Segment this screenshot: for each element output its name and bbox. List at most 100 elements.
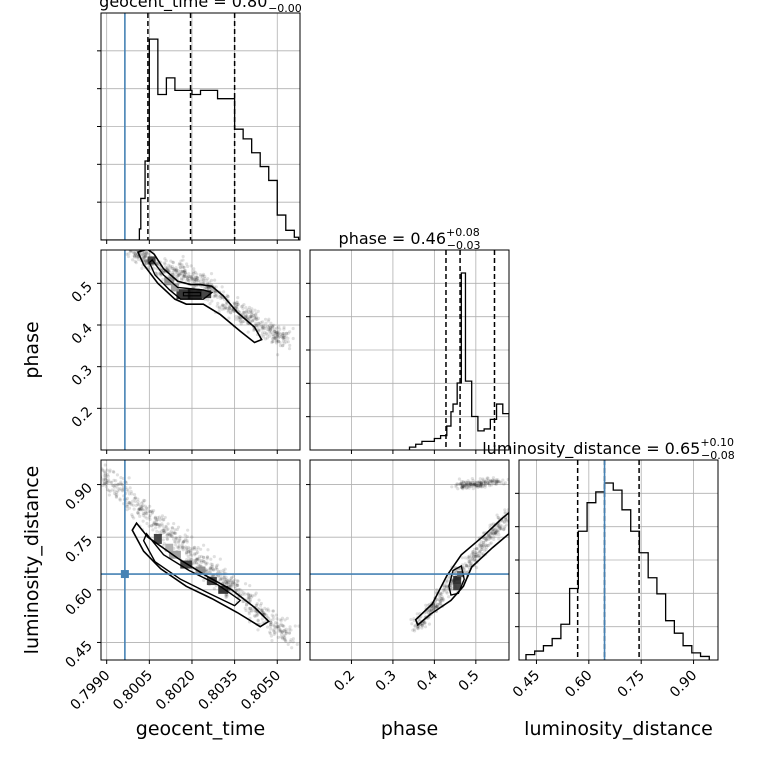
sample-point: [141, 503, 145, 507]
sample-point: [224, 594, 228, 598]
sample-point: [465, 481, 469, 485]
sample-point: [486, 543, 490, 548]
sample-point: [484, 543, 488, 547]
sample-point: [473, 482, 477, 487]
sample-point: [133, 245, 136, 248]
sample-point: [116, 486, 120, 490]
sample-point: [470, 556, 475, 560]
sample-point: [213, 293, 217, 297]
sample-point: [467, 556, 471, 560]
sample-point: [277, 335, 281, 339]
sample-point: [281, 336, 285, 340]
sample-point: [250, 315, 254, 319]
sample-point: [234, 317, 238, 321]
sample-point: [460, 486, 465, 490]
sample-point: [163, 265, 168, 269]
x-tick-label: 0.8035: [195, 668, 241, 714]
sample-point: [438, 591, 442, 596]
sample-point: [238, 315, 242, 320]
sample-point: [248, 594, 252, 598]
sample-point: [271, 615, 275, 619]
sample-point: [480, 543, 484, 547]
sample-point: [242, 310, 246, 314]
sample-point: [134, 503, 138, 508]
sample-point: [238, 319, 243, 323]
sample-point: [445, 590, 449, 594]
sample-point: [267, 328, 271, 332]
sample-point: [177, 545, 181, 549]
sample-point: [102, 469, 106, 473]
sample-point: [224, 302, 228, 307]
sample-point: [479, 481, 484, 485]
sample-point: [291, 336, 295, 341]
sample-point: [141, 256, 146, 260]
sample-point: [112, 491, 117, 496]
sample-point: [180, 545, 184, 549]
sample-point: [181, 270, 185, 275]
sample-point: [182, 274, 186, 279]
sample-point: [487, 482, 491, 486]
sample-point: [260, 608, 264, 612]
sample-point: [141, 252, 145, 256]
sample-point: [440, 599, 445, 603]
sample-point: [475, 546, 479, 551]
sample-point: [272, 624, 276, 628]
sample-point: [135, 243, 138, 246]
sample-point: [489, 531, 493, 536]
sample-point: [242, 310, 246, 315]
sample-point: [502, 482, 506, 486]
panel-frame: [309, 459, 510, 661]
sample-point: [98, 453, 101, 456]
sample-point: [442, 588, 446, 593]
sample-point: [274, 336, 278, 340]
sample-point: [134, 255, 139, 259]
sample-point: [183, 268, 187, 272]
sample-point: [202, 560, 206, 564]
y-tick-label: 0.45: [62, 638, 95, 671]
sample-point: [469, 555, 474, 559]
sample-point: [476, 554, 481, 558]
sample-point: [242, 599, 246, 604]
sample-point: [142, 255, 146, 259]
sample-point: [269, 321, 273, 325]
sample-point: [474, 484, 479, 488]
sample-point: [188, 551, 192, 555]
sample-point: [119, 480, 123, 484]
sample-point: [478, 550, 482, 554]
sample-point: [218, 294, 222, 298]
sample-point: [274, 625, 278, 629]
sample-point: [206, 568, 210, 572]
sample-point: [482, 545, 486, 549]
sample-point: [201, 273, 205, 278]
sample-point: [480, 547, 484, 552]
x-tick-label: 0.5: [456, 668, 483, 695]
sample-point: [211, 567, 215, 571]
sample-point: [480, 543, 484, 547]
sample-point: [260, 320, 265, 324]
sample-point: [264, 331, 269, 335]
panel-background: [101, 460, 300, 660]
sample-point: [248, 584, 252, 588]
sample-point: [160, 529, 164, 533]
sample-point: [435, 605, 439, 609]
sample-point: [472, 558, 476, 562]
sample-point: [459, 479, 464, 484]
sample-point: [175, 537, 179, 541]
sample-point: [225, 293, 229, 297]
sample-point: [197, 555, 202, 559]
sample-point: [134, 250, 138, 254]
sample-point: [496, 478, 500, 482]
sample-point: [279, 635, 283, 639]
sample-point: [227, 304, 231, 308]
sample-point: [201, 278, 206, 282]
sample-point: [124, 245, 127, 248]
sample-point: [491, 528, 495, 532]
sample-point: [248, 315, 252, 319]
sample-point: [248, 606, 252, 610]
sample-point: [166, 522, 170, 526]
sample-point: [205, 570, 209, 574]
sample-point: [413, 624, 417, 628]
sample-point: [469, 480, 473, 484]
sample-point: [499, 480, 503, 485]
sample-point: [435, 602, 440, 607]
